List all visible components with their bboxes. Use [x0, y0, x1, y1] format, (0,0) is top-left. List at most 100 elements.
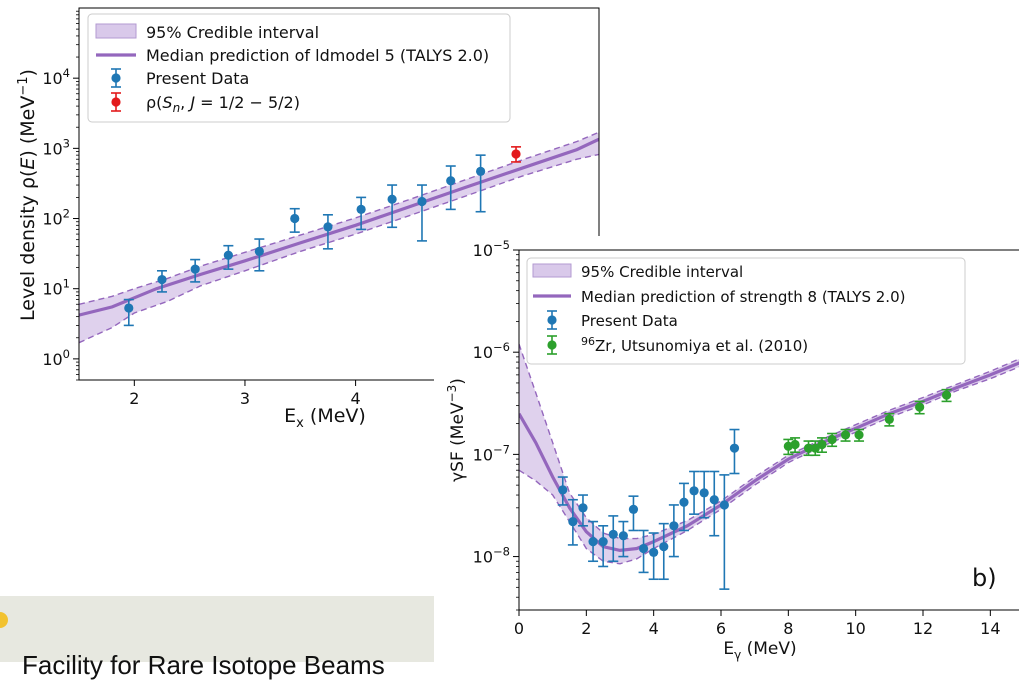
legend-label: ρ(Sn, J = 1/2 − 5/2)	[146, 93, 300, 115]
footer-card	[0, 596, 436, 662]
data-point	[558, 485, 568, 495]
y-tick-label: 104	[42, 66, 70, 88]
data-point	[669, 521, 679, 531]
series-1	[783, 388, 952, 457]
legend-marker	[111, 73, 121, 83]
x-tick-label: 14	[980, 619, 1000, 638]
data-point	[817, 439, 827, 450]
legend-label: Present Data	[581, 312, 678, 330]
x-tick-label: 0	[514, 619, 524, 638]
data-point	[649, 547, 659, 557]
x-tick-label: 12	[913, 619, 933, 638]
y-tick-label: 10−8	[473, 545, 510, 567]
data-point	[719, 500, 729, 510]
y-tick-label: 101	[42, 277, 70, 299]
series-0	[123, 154, 486, 327]
data-point	[827, 434, 837, 445]
data-point	[790, 439, 800, 450]
legend-label: Median prediction of ldmodel 5 (TALYS 2.…	[146, 46, 489, 65]
data-point	[618, 531, 628, 541]
x-axis-label: Ex (MeV)	[284, 405, 366, 431]
y-tick-label: 102	[42, 207, 70, 229]
legend-label: 95% Credible interval	[581, 263, 743, 281]
data-point	[290, 213, 300, 224]
data-point	[417, 196, 427, 207]
data-point	[387, 194, 397, 204]
data-point	[476, 166, 486, 176]
data-point	[608, 529, 618, 539]
y-axis-label: Level density ρ(E) (MeV−1)	[16, 69, 39, 321]
data-point	[598, 537, 608, 547]
data-point	[157, 274, 167, 285]
x-tick-label: 2	[129, 389, 139, 408]
band-upper-line	[79, 131, 599, 305]
data-point	[578, 503, 588, 513]
legend-box	[87, 13, 511, 123]
data-point	[729, 443, 740, 453]
data-point	[323, 222, 333, 232]
x-tick-label: 4	[649, 619, 659, 638]
data-point	[709, 495, 719, 505]
plot-frame	[518, 249, 1019, 611]
legend-box	[526, 257, 966, 365]
data-point	[679, 497, 689, 507]
data-point	[803, 443, 814, 453]
x-axis-label: Eγ (MeV)	[723, 639, 796, 662]
y-tick-label: 103	[42, 136, 70, 158]
y-tick-label: 10−6	[473, 340, 510, 362]
legend-label: Present Data	[146, 69, 249, 88]
data-point	[840, 430, 851, 440]
legend-marker	[547, 315, 557, 325]
data-point	[915, 402, 925, 412]
data-point	[124, 303, 134, 313]
x-tick-label: 10	[845, 619, 865, 638]
panel-b: 0 2 4 6 8 10 12 14 10−8 10−7 10−6 10−5 Eγ (MeV) γSF (…	[434, 236, 1019, 662]
plot-marks	[79, 131, 599, 344]
legend-label: Median prediction of strength 8 (TALYS 2…	[581, 288, 905, 306]
data-point	[628, 504, 639, 514]
data-point	[588, 537, 598, 547]
data-point	[568, 516, 578, 527]
series-1	[511, 146, 522, 163]
y-tick-label: 10−7	[473, 442, 510, 464]
data-point	[884, 414, 894, 424]
plot-frame	[78, 7, 600, 381]
logo-dot-icon	[0, 612, 8, 628]
band-upper-line	[519, 343, 1019, 540]
y-axis-label: γSF (MeV−3)	[445, 378, 468, 482]
x-tick-label: 4	[351, 389, 361, 408]
data-point	[638, 543, 649, 554]
data-point	[223, 250, 233, 260]
data-point	[810, 443, 820, 453]
legend-marker	[547, 340, 557, 350]
legend-label: 95% Credible interval	[146, 23, 319, 42]
legend-marker	[111, 97, 121, 107]
legend-a: 95% Credible interval Median prediction o…	[87, 13, 511, 123]
data-point	[356, 204, 366, 214]
data-point	[689, 486, 699, 496]
panel-a: 2 3 4 100 101 102 103 104 Ex (MeV) Level density …	[16, 7, 600, 431]
legend-b: 95% Credible interval Median prediction o…	[526, 257, 966, 365]
legend-band-swatch	[532, 263, 572, 278]
data-point	[699, 488, 709, 498]
band-lower-line	[79, 153, 599, 344]
data-point	[446, 176, 456, 186]
data-point	[854, 430, 864, 440]
y-tick-label: 100	[42, 347, 70, 369]
legend-label: 96Zr, Utsunomiya et al. (2010)	[581, 335, 808, 355]
data-point	[190, 264, 200, 274]
x-tick-label: 6	[716, 619, 726, 638]
data-point	[511, 149, 521, 159]
data-point	[941, 390, 952, 400]
x-tick-label: 2	[581, 619, 591, 638]
panel-label: b)	[972, 564, 997, 592]
legend-band-swatch	[95, 23, 137, 39]
y-tick-label: 10−5	[473, 238, 510, 260]
data-point	[659, 542, 669, 552]
x-tick-label: 8	[783, 619, 793, 638]
x-tick-label: 3	[240, 389, 250, 408]
series-0	[557, 428, 740, 590]
data-point	[254, 246, 264, 257]
plot-marks	[519, 343, 1019, 590]
